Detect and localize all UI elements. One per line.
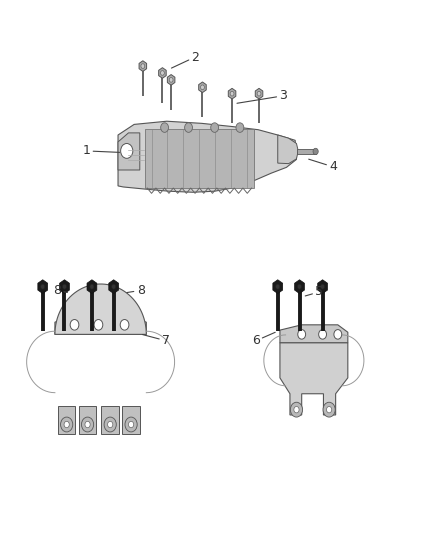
Text: 4: 4 [329, 160, 337, 173]
Circle shape [112, 284, 116, 289]
Text: 5: 5 [315, 286, 323, 298]
Circle shape [236, 123, 244, 132]
Circle shape [297, 284, 301, 289]
Circle shape [85, 421, 90, 427]
Circle shape [290, 402, 303, 417]
Circle shape [334, 329, 342, 339]
Circle shape [201, 85, 205, 90]
Polygon shape [255, 88, 263, 99]
Polygon shape [318, 280, 328, 294]
Polygon shape [139, 61, 147, 71]
Circle shape [141, 64, 145, 68]
Polygon shape [109, 280, 119, 294]
Circle shape [63, 284, 67, 289]
Circle shape [257, 91, 261, 96]
Polygon shape [55, 284, 146, 334]
Polygon shape [60, 280, 69, 294]
Circle shape [321, 284, 325, 289]
Circle shape [276, 284, 280, 289]
Polygon shape [273, 280, 283, 294]
Circle shape [108, 421, 113, 427]
Text: 1: 1 [82, 144, 90, 157]
Text: 8: 8 [137, 284, 145, 297]
Polygon shape [159, 68, 166, 78]
Polygon shape [278, 135, 298, 164]
Polygon shape [280, 325, 348, 343]
Polygon shape [228, 88, 236, 99]
Circle shape [185, 123, 192, 132]
Circle shape [120, 143, 133, 158]
Circle shape [104, 417, 116, 432]
Polygon shape [38, 280, 48, 294]
Bar [79, 406, 96, 433]
Text: 6: 6 [252, 334, 260, 347]
Circle shape [60, 417, 73, 432]
Circle shape [161, 123, 169, 132]
Circle shape [323, 402, 335, 417]
Polygon shape [118, 133, 140, 170]
Polygon shape [295, 280, 304, 294]
Bar [58, 406, 75, 433]
Circle shape [94, 319, 103, 330]
Circle shape [313, 148, 318, 155]
Circle shape [70, 319, 79, 330]
Bar [297, 149, 316, 154]
Polygon shape [118, 121, 297, 192]
Polygon shape [55, 316, 146, 334]
Polygon shape [167, 75, 175, 85]
Circle shape [128, 421, 134, 427]
Circle shape [90, 284, 94, 289]
Text: 2: 2 [191, 51, 199, 63]
Circle shape [211, 123, 219, 132]
Text: 3: 3 [279, 89, 287, 102]
Polygon shape [145, 128, 254, 188]
Circle shape [41, 284, 45, 289]
Circle shape [298, 329, 306, 339]
Polygon shape [199, 82, 206, 93]
Circle shape [81, 417, 94, 432]
Circle shape [125, 417, 137, 432]
Circle shape [230, 91, 234, 96]
Polygon shape [280, 343, 348, 415]
Bar [102, 406, 119, 433]
Circle shape [160, 71, 164, 75]
Text: 8: 8 [53, 284, 61, 297]
Circle shape [319, 329, 326, 339]
Bar [122, 406, 140, 433]
Text: 7: 7 [162, 334, 170, 347]
Circle shape [120, 319, 129, 330]
Polygon shape [87, 280, 97, 294]
Circle shape [326, 407, 332, 413]
Circle shape [169, 77, 173, 82]
Circle shape [294, 407, 299, 413]
Circle shape [64, 421, 69, 427]
